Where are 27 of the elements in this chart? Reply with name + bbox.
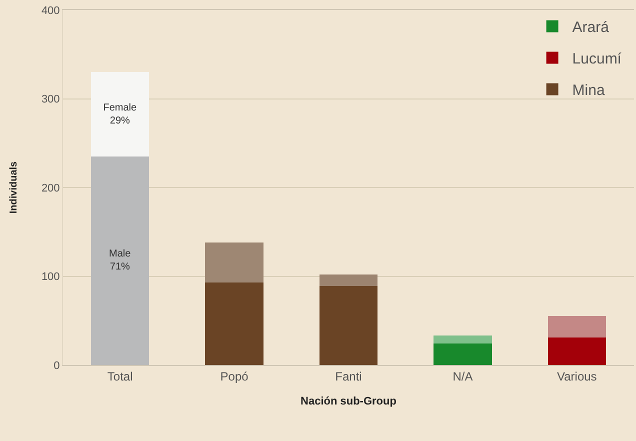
bar xyxy=(205,282,264,365)
y-tick-label: 0 xyxy=(54,360,60,372)
bar xyxy=(434,336,492,344)
bar xyxy=(319,274,378,286)
legend-label: Mina xyxy=(572,82,606,100)
data-label: Male 71% xyxy=(109,248,132,273)
x-tick-label: Total xyxy=(107,369,133,384)
x-axis-title: Nación sub-Group xyxy=(300,396,397,408)
bar xyxy=(205,242,264,282)
y-tick-label: 100 xyxy=(41,271,60,284)
bar xyxy=(319,286,378,365)
y-tick-label: 200 xyxy=(41,182,60,194)
y-axis-title: Individuals xyxy=(8,160,20,214)
bar xyxy=(90,72,150,156)
bar xyxy=(548,316,606,338)
x-tick-label: Fanti xyxy=(335,369,362,384)
bar xyxy=(548,337,606,365)
legend-label: Lucumí xyxy=(572,50,622,68)
data-label: Female 29% xyxy=(103,102,137,126)
x-tick-label: Popó xyxy=(220,369,249,384)
y-tick-label: 300 xyxy=(41,94,60,106)
y-tick-label: 400 xyxy=(41,4,60,17)
bar xyxy=(434,344,492,365)
x-tick-label: N/A xyxy=(452,369,473,384)
x-tick-label: Various xyxy=(557,369,597,384)
bar xyxy=(90,156,150,365)
legend-label: Arará xyxy=(572,19,610,36)
